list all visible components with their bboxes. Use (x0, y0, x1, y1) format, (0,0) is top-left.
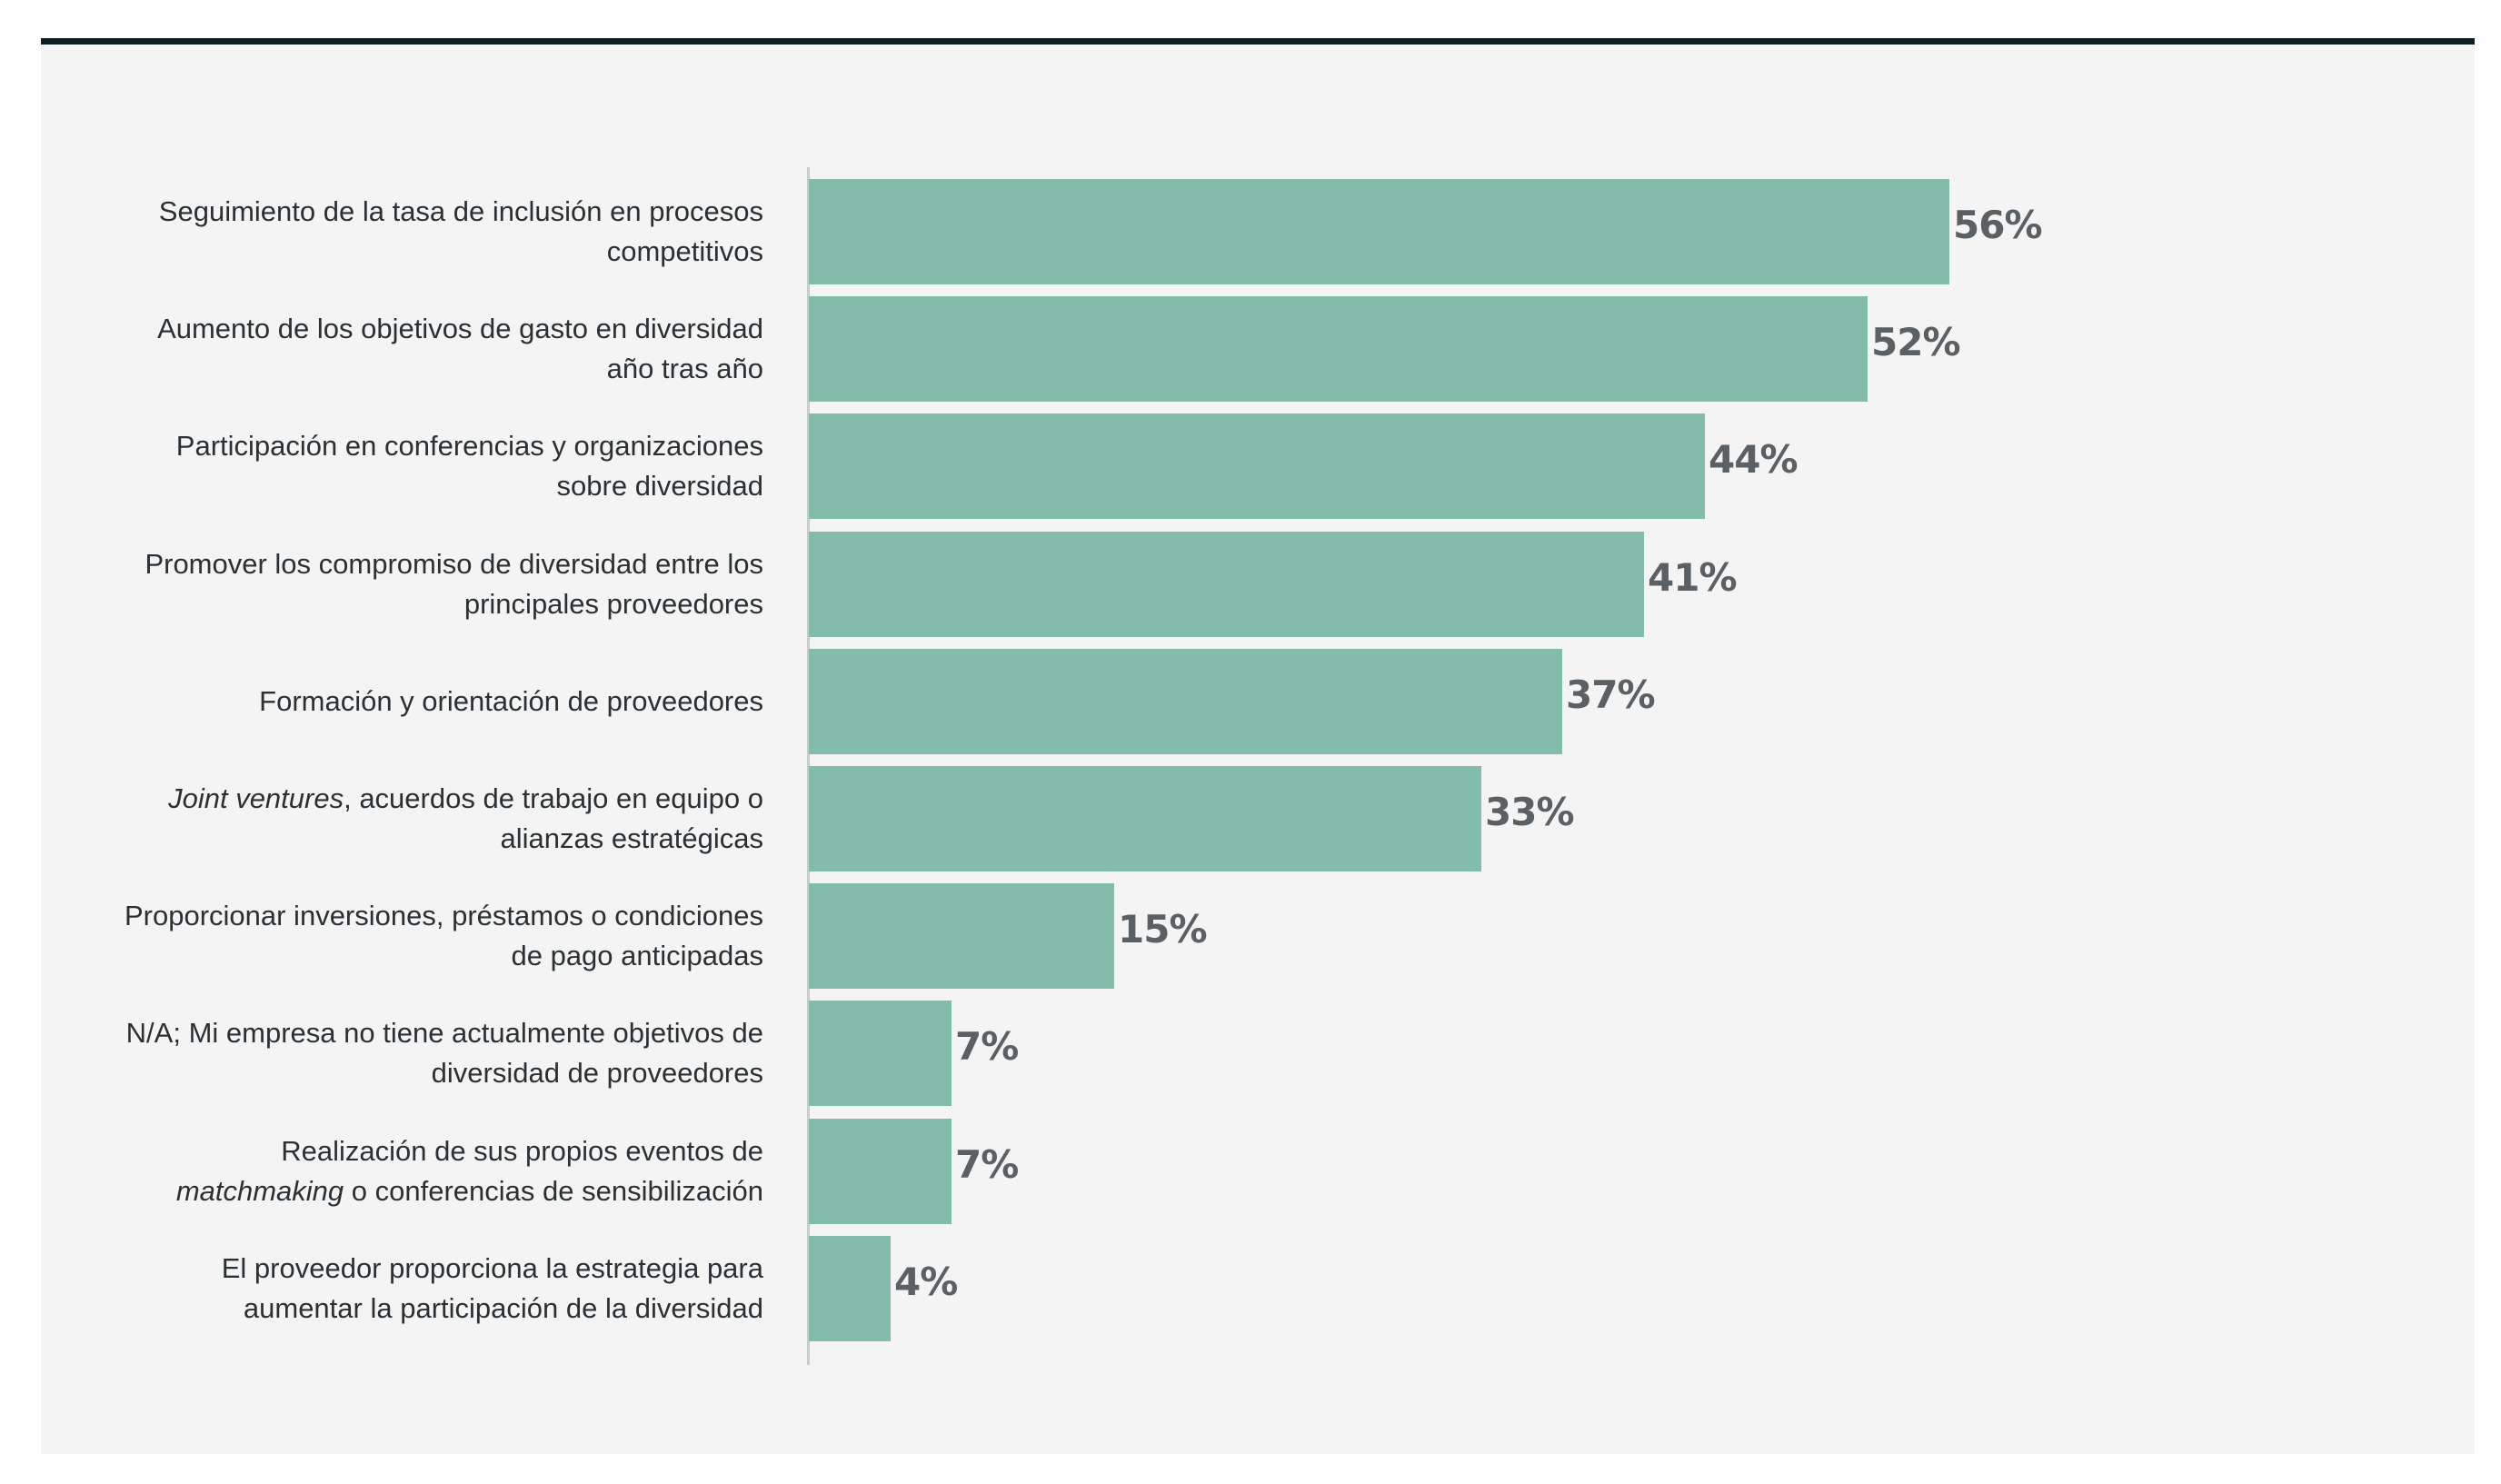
category-label-line: N/A; Mi empresa no tiene actualmente obj… (125, 1017, 763, 1049)
category-label: Joint ventures, acuerdos de trabajo en e… (82, 779, 763, 859)
bar-value-label: 56% (1953, 203, 2043, 247)
category-label-line: principales proveedores (463, 588, 763, 620)
bar-value-label: 37% (1566, 672, 1656, 717)
category-label: El proveedor proporciona la estrategia p… (82, 1249, 763, 1329)
bar (809, 296, 1868, 402)
y-axis-line (807, 167, 810, 1365)
category-label: Promover los compromiso de diversidad en… (82, 544, 763, 624)
bar-value-label: 4% (894, 1260, 958, 1304)
category-label-line: matchmaking o conferencias de sensibiliz… (175, 1175, 763, 1207)
bar (809, 1001, 952, 1106)
category-label: Participación en conferencias y organiza… (82, 426, 763, 506)
bar (809, 766, 1481, 871)
category-label: Aumento de los objetivos de gasto en div… (82, 309, 763, 389)
category-label-line: Proporcionar inversiones, préstamos o co… (124, 900, 763, 931)
bar-value-label: 44% (1709, 437, 1799, 482)
category-label-line: año tras año (606, 353, 763, 384)
bar (809, 179, 1949, 284)
bar (809, 1119, 952, 1224)
category-label: N/A; Mi empresa no tiene actualmente obj… (82, 1013, 763, 1093)
bar (809, 532, 1644, 637)
category-label: Seguimiento de la tasa de inclusión en p… (82, 192, 763, 272)
bar (809, 649, 1562, 754)
category-label-line: Aumento de los objetivos de gasto en div… (157, 313, 763, 344)
category-label-line: El proveedor proporciona la estrategia p… (221, 1252, 763, 1284)
category-label-line: Promover los compromiso de diversidad en… (144, 548, 763, 580)
bar-value-label: 7% (955, 1142, 1019, 1187)
category-label-line: de pago anticipadas (511, 940, 763, 971)
category-label-line: aumentar la participación de la diversid… (243, 1292, 763, 1324)
category-label-line: diversidad de proveedores (431, 1057, 763, 1089)
bar (809, 1236, 891, 1341)
category-label: Formación y orientación de proveedores (82, 682, 763, 722)
category-label-line: Joint ventures, acuerdos de trabajo en e… (168, 782, 763, 814)
category-label-line: Realización de sus propios eventos de (281, 1135, 763, 1167)
category-label-line: Formación y orientación de proveedores (259, 685, 763, 717)
bar-value-label: 15% (1118, 907, 1208, 951)
bar-value-label: 7% (955, 1024, 1019, 1069)
bar-value-label: 33% (1485, 790, 1575, 834)
category-label: Proporcionar inversiones, préstamos o co… (82, 896, 763, 976)
category-label-line: Participación en conferencias y organiza… (175, 430, 763, 462)
category-label-line: alianzas estratégicas (500, 822, 764, 854)
category-label-line: sobre diversidad (556, 470, 763, 502)
bar-value-label: 41% (1648, 555, 1738, 600)
bar (809, 883, 1114, 989)
category-label: Realización de sus propios eventos de mat… (82, 1131, 763, 1211)
bar (809, 413, 1705, 519)
bar-value-label: 52% (1871, 320, 1961, 364)
category-label-line: Seguimiento de la tasa de inclusión en p… (158, 195, 763, 227)
category-label-line: competitivos (606, 235, 763, 267)
